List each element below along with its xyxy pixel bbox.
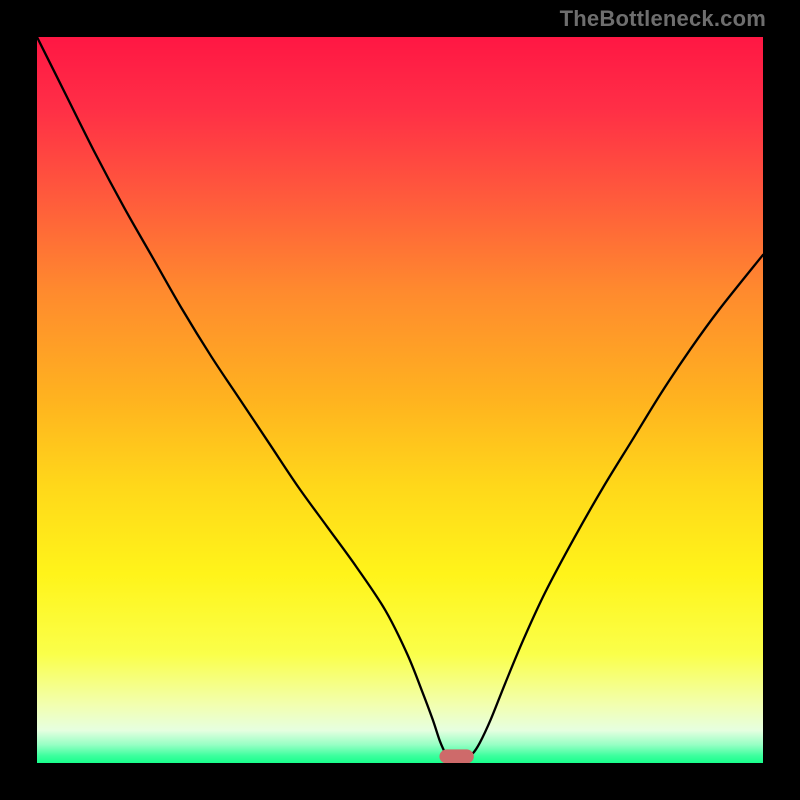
watermark-label: TheBottleneck.com — [560, 6, 766, 32]
curve-layer — [37, 37, 763, 763]
plot-area — [37, 37, 763, 763]
optimum-marker — [440, 750, 473, 763]
bottleneck-curve — [37, 37, 763, 758]
chart-root: TheBottleneck.com — [0, 0, 800, 800]
